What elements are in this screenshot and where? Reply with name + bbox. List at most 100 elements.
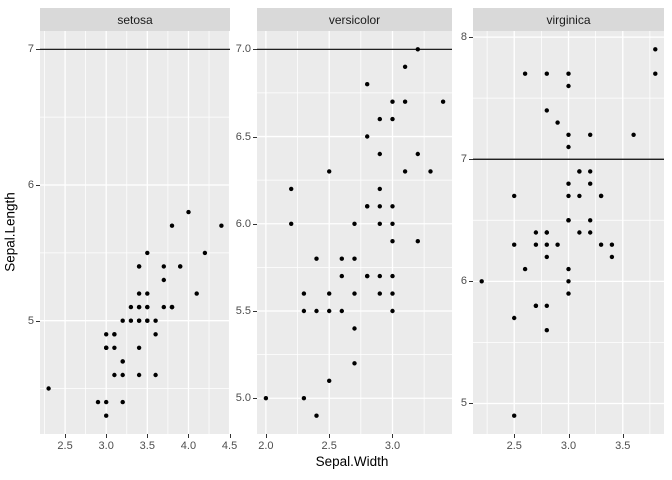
x-axis-tick-label: 3.0 (560, 440, 577, 452)
panel-canvas (257, 31, 452, 434)
data-point (377, 186, 382, 192)
data-point (566, 291, 571, 296)
data-point (588, 230, 593, 235)
data-point (512, 193, 517, 199)
x-axis-tick-label: 3.0 (98, 440, 114, 452)
data-point (128, 304, 134, 310)
data-point (390, 273, 395, 279)
x-axis-tick-label: 4.0 (180, 440, 197, 452)
data-point (402, 99, 408, 104)
facet-strip: setosa (40, 8, 230, 31)
data-point (339, 256, 344, 261)
y-axis-tick-label: 7 (27, 43, 34, 56)
data-point (339, 273, 344, 279)
data-point (544, 71, 549, 76)
y-axis-tick-label: 6.0 (235, 217, 251, 230)
x-axis-tick-label: 2.0 (258, 440, 274, 452)
y-axis-tick (36, 49, 40, 51)
x-axis-tick (329, 434, 331, 438)
data-point (153, 372, 158, 378)
x-axis-tick-label: 4.5 (221, 440, 238, 452)
y-axis-tick (253, 223, 257, 225)
data-point (598, 193, 604, 199)
data-point (104, 332, 109, 337)
data-point (512, 242, 517, 247)
data-point (577, 230, 582, 235)
data-point (327, 291, 332, 296)
data-point (415, 47, 420, 52)
y-axis-title: Sepal.Length (2, 192, 18, 272)
data-point (145, 291, 150, 296)
data-point (352, 221, 357, 226)
y-axis-tick-label: 5.5 (235, 305, 251, 317)
data-point (402, 169, 408, 174)
data-point (390, 239, 395, 244)
x-axis-tick-label: 2.5 (506, 440, 522, 452)
y-axis-tick-label: 6 (27, 179, 34, 191)
data-point (555, 242, 560, 247)
facet-strip-label: versicolor (328, 12, 381, 27)
data-point (544, 242, 549, 247)
x-axis-tick (265, 434, 267, 438)
data-point (390, 116, 395, 122)
facet-strip: versicolor (257, 8, 452, 31)
data-point (544, 108, 549, 113)
data-point (202, 250, 208, 256)
data-point (566, 144, 571, 150)
data-point (415, 239, 420, 244)
data-point (533, 303, 539, 308)
data-point (112, 372, 117, 378)
data-point (598, 242, 604, 247)
data-point (289, 221, 294, 226)
data-point (365, 273, 370, 279)
data-point (136, 291, 142, 296)
y-axis-tick-label: 7 (460, 153, 467, 166)
data-point (566, 193, 571, 199)
x-axis-tick (188, 434, 190, 438)
data-point (352, 326, 357, 331)
data-point (263, 396, 269, 401)
data-point (365, 82, 370, 87)
data-point (365, 204, 370, 209)
x-axis-tick-label: 3.5 (139, 440, 155, 452)
y-axis-tick (253, 398, 257, 400)
data-point (327, 169, 332, 174)
data-point (377, 116, 382, 122)
data-point (104, 399, 109, 405)
data-point (533, 230, 539, 235)
x-axis-tick (147, 434, 149, 438)
x-axis-tick (568, 434, 570, 438)
data-point (566, 181, 571, 186)
y-axis-tick (469, 403, 473, 405)
data-point (440, 99, 446, 104)
x-axis-title: Sepal.Width (315, 454, 389, 469)
data-point (390, 291, 395, 296)
data-point (390, 221, 395, 226)
data-point (365, 134, 370, 139)
x-axis-tick-label: 2.5 (321, 440, 337, 452)
data-point (289, 186, 294, 192)
data-point (588, 218, 593, 223)
y-axis-tick-label: 6 (460, 275, 467, 288)
data-point (104, 345, 109, 350)
data-point (566, 71, 571, 76)
data-point (544, 254, 549, 260)
data-point (544, 303, 549, 308)
x-axis-tick-label: 2.5 (57, 440, 73, 452)
data-point (588, 169, 593, 174)
data-point (136, 318, 142, 323)
data-point (46, 386, 51, 391)
data-point (145, 304, 150, 310)
data-point (95, 399, 101, 405)
data-point (512, 315, 517, 321)
data-point (390, 308, 395, 314)
data-point (169, 223, 175, 228)
data-point (301, 291, 307, 296)
data-point (377, 221, 382, 226)
data-point (390, 99, 395, 104)
data-point (153, 332, 158, 337)
y-axis-tick-label: 5 (460, 397, 467, 410)
data-point (178, 264, 183, 269)
data-point (588, 132, 593, 137)
